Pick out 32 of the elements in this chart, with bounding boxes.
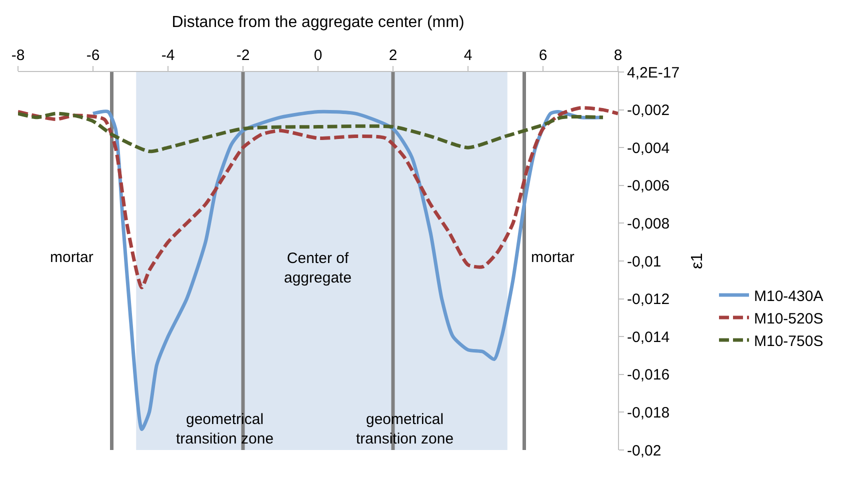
x-tick-label: 2 xyxy=(388,47,398,64)
y-tick-label: 4,2E-17 xyxy=(627,64,680,82)
y-tick-label: -0,012 xyxy=(627,291,670,308)
annotation: geometrical transition zone xyxy=(356,411,454,448)
line-series xyxy=(18,112,605,154)
legend-label: M10-750S xyxy=(754,332,824,350)
x-tick-label: 4 xyxy=(464,47,472,64)
x-tick-label: -8 xyxy=(11,47,25,64)
y-tick-label: -0,01 xyxy=(627,253,662,270)
y-tick-label: -0,014 xyxy=(627,328,670,346)
line-series xyxy=(18,106,618,290)
annotation: geometrical transition zone xyxy=(176,411,274,448)
annotation: Center of aggregate xyxy=(284,250,352,286)
x-tick-label: -2 xyxy=(236,47,250,64)
x-tick-label: 6 xyxy=(538,47,548,64)
x-tick-label: -6 xyxy=(86,47,100,64)
legend-label: M10-520S xyxy=(754,310,824,328)
y-tick-label: -0,006 xyxy=(627,178,670,195)
x-tick-label: -4 xyxy=(161,47,175,64)
y-tick-label: -0,02 xyxy=(627,442,662,460)
x-axis-title: Distance from the aggregate center (mm) xyxy=(172,14,464,31)
x-tick-label: 0 xyxy=(314,47,322,64)
x-tick-label: 8 xyxy=(614,47,622,64)
annotation: mortar xyxy=(50,249,94,266)
y-axis-title: ε1 xyxy=(689,252,706,270)
y-tick-label: -0,004 xyxy=(627,140,670,157)
y-tick-label: -0,018 xyxy=(627,404,670,422)
annotation: mortar xyxy=(531,249,574,266)
y-tick-label: -0,008 xyxy=(627,215,670,232)
y-tick-label: -0,002 xyxy=(627,102,670,120)
y-tick-label: -0,016 xyxy=(627,366,670,384)
legend-label: M10-430A xyxy=(754,288,824,305)
